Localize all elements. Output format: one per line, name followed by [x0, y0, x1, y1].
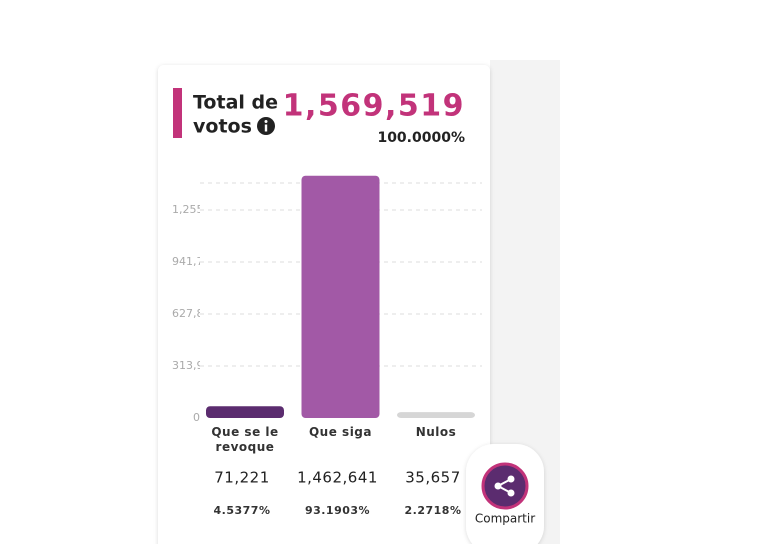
y-tick-label: 313,904	[172, 359, 218, 372]
bar	[397, 412, 475, 418]
x-tick-label: Que siga	[308, 425, 372, 439]
total-votes: 1,569,519	[283, 89, 465, 124]
percent-label: 93.1903%	[305, 504, 370, 517]
accent-bar	[173, 88, 182, 138]
info-icon[interactable]	[257, 117, 275, 135]
bar	[206, 406, 284, 418]
percent-label: 4.5377%	[214, 504, 271, 517]
title-line: votos	[193, 116, 252, 138]
y-tick-label: 627,808	[172, 307, 218, 320]
category-label: Que siga	[308, 425, 372, 439]
value-label: 1,462,641	[297, 469, 378, 487]
percent-label: 2.2718%	[405, 504, 462, 517]
y-tick-label: 0	[193, 411, 200, 424]
category-label: Que se le revoque	[211, 425, 279, 454]
category-label: Nulos	[415, 425, 457, 439]
x-tick-label: Que se le revoque	[211, 425, 279, 454]
plot	[200, 175, 482, 418]
y-tick-label: 941,711	[172, 255, 218, 268]
title-line: Total de	[193, 92, 278, 114]
y-tick-label: 1,255,615	[172, 203, 228, 216]
value-label: 71,221	[214, 469, 270, 487]
bar	[301, 175, 380, 418]
share-label[interactable]: Compartir	[475, 512, 535, 526]
y-labels: 0 313,904 627,808 941,711 1,255,615	[172, 203, 228, 424]
share-button[interactable]: Compartir	[466, 444, 544, 548]
value-label: 35,657	[405, 469, 461, 487]
total-percent: 100.0000%	[377, 130, 465, 146]
x-tick-label: Nulos	[415, 425, 457, 439]
